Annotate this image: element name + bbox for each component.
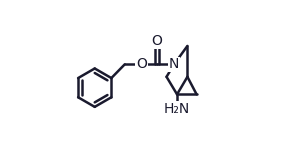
- Text: H₂N: H₂N: [164, 102, 190, 116]
- Text: O: O: [151, 34, 162, 48]
- Text: O: O: [136, 57, 147, 71]
- Text: N: N: [169, 57, 179, 71]
